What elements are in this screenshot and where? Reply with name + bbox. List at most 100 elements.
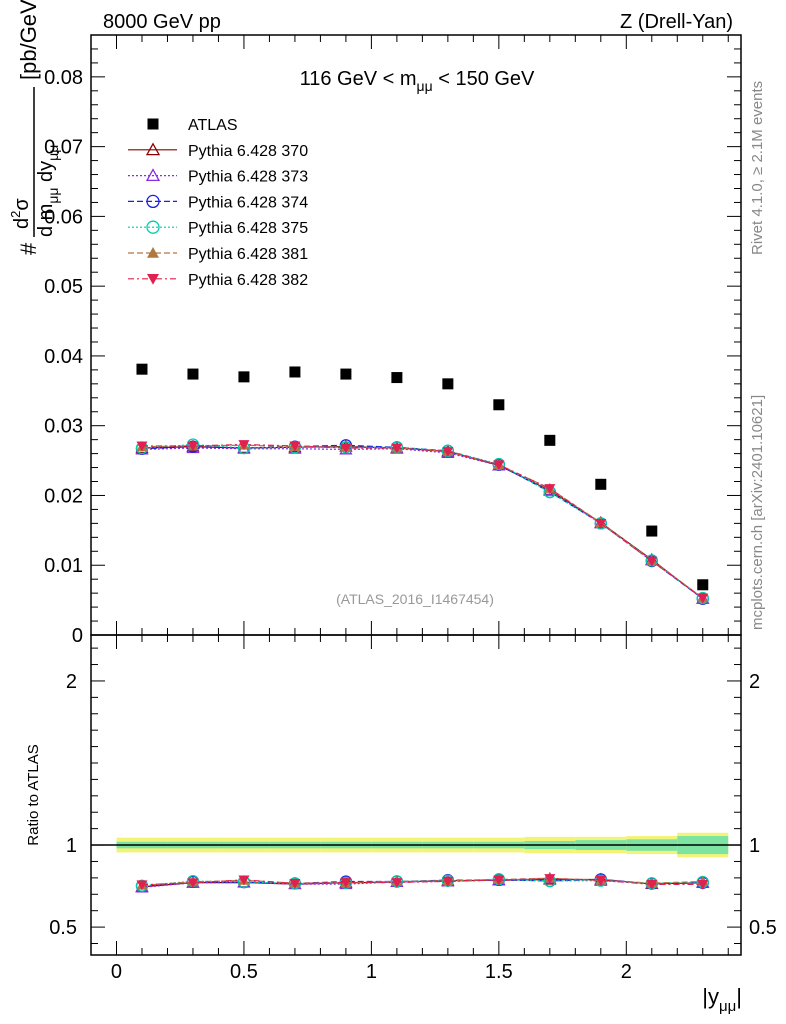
legend-marker-pythia-6-428-373 <box>145 168 161 182</box>
main-y-axis-label: # d2σ d mμμ dyμμ [pb/GeV] <box>8 0 61 255</box>
main-point-atlas <box>136 363 148 375</box>
main-series <box>135 363 710 605</box>
main-y-tick-label: 0.05 <box>44 276 83 298</box>
ratio-panel-frame <box>90 634 742 956</box>
legend-marker-pythia-6-428-374 <box>146 194 160 209</box>
legend-label-pythia-6-428-375: Pythia 6.428 375 <box>188 220 308 237</box>
legend-label-pythia-6-428-374: Pythia 6.428 374 <box>188 194 308 211</box>
analysis-watermark: (ATLAS_2016_I1467454) <box>336 591 494 607</box>
main-point-pythia-6-428-382 <box>187 441 199 452</box>
main-y-tick-label: 0.01 <box>44 555 83 577</box>
legend-marker-pythia-6-428-381 <box>147 247 159 258</box>
main-point-atlas <box>340 368 352 380</box>
ratio-y-tick-label-right: 1 <box>749 835 760 857</box>
y-label-unit: [pb/GeV] <box>16 0 41 80</box>
main-point-atlas <box>238 371 250 383</box>
main-y-tick-label: 0.03 <box>44 416 83 438</box>
ratio-point-pythia-6-428-382 <box>442 876 454 887</box>
mass-range-prefix: 116 GeV < m <box>300 68 417 90</box>
ratio-series <box>135 871 710 893</box>
main-point-pythia-6-428-382 <box>391 443 403 454</box>
ratio-y-tick-label: 2 <box>66 671 77 693</box>
x-tick-label: 0.5 <box>230 961 258 983</box>
ratio-point-pythia-6-428-382 <box>136 880 148 891</box>
main-point-pythia-6-428-382 <box>238 440 250 451</box>
main-line-pythia-6-428-375 <box>141 443 704 599</box>
x-axis-label: |yμμ| <box>702 984 742 1015</box>
legend-label-pythia-6-428-370: Pythia 6.428 370 <box>188 143 308 160</box>
main-point-pythia-6-428-382 <box>340 443 352 454</box>
x-tick-label: 1 <box>366 961 377 983</box>
ratio-y-axis-label: Ratio to ATLAS <box>25 744 42 845</box>
ratio-point-pythia-6-428-382 <box>493 875 505 886</box>
ratio-y-tick-label-right: 2 <box>749 671 760 693</box>
main-y-tick-label: 0.04 <box>44 346 83 368</box>
ratio-y-tick-label: 0.5 <box>49 917 77 939</box>
main-point-atlas <box>289 366 301 378</box>
ratio-point-pythia-6-428-382 <box>340 878 352 888</box>
main-line-pythia-6-428-370 <box>141 446 704 600</box>
ratio-line-pythia-6-428-382 <box>141 877 703 886</box>
legend-marker-pythia-6-428-375 <box>146 220 160 234</box>
main-point-pythia-6-428-382 <box>544 484 556 494</box>
main-point-atlas <box>442 378 454 390</box>
main-y-tick-label: 0.02 <box>44 485 83 507</box>
main-y-tick-label: 0 <box>72 625 83 647</box>
main-line-pythia-6-428-381 <box>141 444 704 599</box>
main-point-atlas <box>646 525 658 537</box>
main-point-atlas <box>187 368 199 380</box>
header-right-label: Z (Drell-Yan) <box>620 11 733 33</box>
main-point-atlas <box>697 579 709 591</box>
ratio-point-pythia-6-428-382 <box>289 879 301 889</box>
ratio-point-pythia-6-428-382 <box>187 878 199 889</box>
ratio-y-tick-label-right: 0.5 <box>749 917 777 939</box>
main-point-pythia-6-428-382 <box>595 518 607 529</box>
main-line-pythia-6-428-382 <box>141 443 704 599</box>
ratio-point-pythia-6-428-382 <box>391 878 403 888</box>
plot-frames <box>90 34 742 956</box>
ratio-line-pythia-6-428-373 <box>141 878 703 888</box>
mass-range-title: 116 GeV < mμμ < 150 GeV <box>300 68 535 94</box>
y-label-numerator: d2σ <box>8 198 33 229</box>
main-y-tick-label: 0.06 <box>44 206 83 228</box>
ratio-uncertainty-bands <box>91 832 741 858</box>
ratio-point-pythia-6-428-382 <box>697 880 709 890</box>
axis-ticks: 0 0.5 1 1.5 2 0 0.01 0.02 0.03 0.04 0.05 0.06 0.07 0.… <box>44 34 777 983</box>
legend: ATLAS Pythia 6.428 370 Pythia 6.428 373 Pyt… <box>128 117 308 289</box>
main-point-atlas <box>493 399 505 411</box>
x-tick-label: 2 <box>621 961 632 983</box>
main-line-pythia-6-428-373 <box>141 447 704 600</box>
legend-label-pythia-6-428-381: Pythia 6.428 381 <box>188 246 308 263</box>
main-point-atlas <box>391 372 403 384</box>
ratio-point-pythia-6-428-382 <box>238 875 250 886</box>
rivet-version-label: Rivet 4.1.0, ≥ 2.1M events <box>749 81 766 255</box>
x-tick-label: 1.5 <box>485 961 513 983</box>
ratio-point-pythia-6-428-382 <box>544 874 556 885</box>
main-point-pythia-6-428-382 <box>136 441 148 452</box>
legend-marker-atlas <box>147 118 159 130</box>
x-tick-label: 0 <box>111 961 122 983</box>
y-label-hash: # <box>16 242 41 255</box>
ratio-point-pythia-6-428-382 <box>646 880 658 890</box>
main-point-pythia-6-428-382 <box>289 441 301 452</box>
legend-label-atlas: ATLAS <box>188 117 238 134</box>
mcplots-source-label: mcplots.cern.ch [arXiv:2401.10621] <box>749 395 766 630</box>
mass-range-sub: μμ <box>417 78 433 94</box>
ratio-y-tick-label: 1 <box>66 835 77 857</box>
main-y-tick-label: 0.08 <box>44 67 83 89</box>
main-point-pythia-6-428-382 <box>442 447 454 458</box>
legend-marker-pythia-6-428-370 <box>145 142 161 156</box>
main-point-atlas <box>595 478 607 490</box>
ratio-point-pythia-6-428-382 <box>595 875 607 886</box>
main-y-tick-label: 0.07 <box>44 137 83 159</box>
header-left-label: 8000 GeV pp <box>103 11 221 33</box>
main-point-pythia-6-428-382 <box>646 556 658 567</box>
main-point-atlas <box>544 434 556 446</box>
main-line-pythia-6-428-374 <box>141 444 704 600</box>
legend-marker-pythia-6-428-382 <box>147 274 159 285</box>
mass-range-suffix: < 150 GeV <box>433 68 535 90</box>
legend-label-pythia-6-428-382: Pythia 6.428 382 <box>188 272 308 289</box>
legend-label-pythia-6-428-373: Pythia 6.428 373 <box>188 169 308 186</box>
main-point-pythia-6-428-382 <box>697 593 709 604</box>
